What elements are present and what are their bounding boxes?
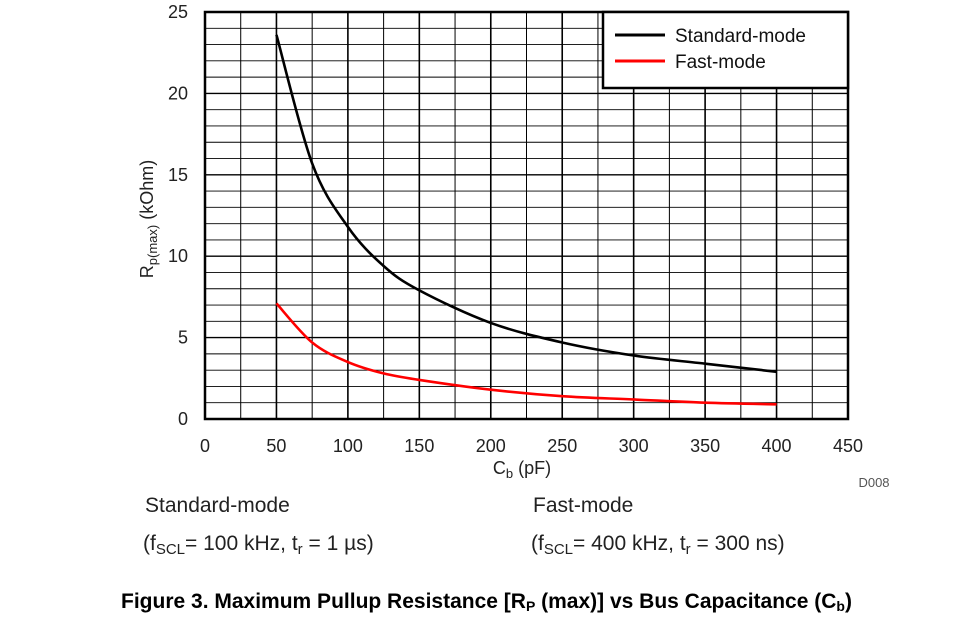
- legend-box: [601, 10, 850, 90]
- series-line-standard-mode: [275, 34, 777, 374]
- legend: Standard-mode Fast-mode: [601, 10, 850, 90]
- figure-code: D008: [858, 475, 889, 490]
- x-tick-label: 200: [476, 436, 506, 456]
- standard-mode-conditions: (fSCL= 100 kHz, tr = 1 µs): [143, 532, 374, 558]
- x-tick-labels: 0 50 100 150 200 250 300 350 400 450: [200, 436, 863, 456]
- x-tick-label: 450: [833, 436, 863, 456]
- y-tick-label: 15: [168, 165, 188, 185]
- legend-label-fast-mode: Fast-mode: [675, 52, 766, 73]
- legend-label-standard-mode: Standard-mode: [675, 26, 806, 47]
- y-tick-label: 10: [168, 246, 188, 266]
- y-tick-labels: 0 5 10 15 20 25: [168, 2, 188, 429]
- x-tick-label: 350: [690, 436, 720, 456]
- figure-caption: Figure 3. Maximum Pullup Resistance [RP …: [121, 590, 852, 614]
- x-tick-label: 0: [200, 436, 210, 456]
- y-axis-title: Rp(max) (kOhm): [137, 160, 160, 278]
- chart: 0 50 100 150 200 250 300 350 400 450 0 5 10 15 20 25 S…: [137, 2, 890, 490]
- x-tick-label: 300: [619, 436, 649, 456]
- x-tick-label: 150: [404, 436, 434, 456]
- fast-mode-conditions: (fSCL= 400 kHz, tr = 300 ns): [531, 532, 785, 558]
- series-layer: [275, 34, 777, 406]
- standard-mode-title: Standard-mode: [145, 494, 290, 517]
- x-tick-label: 50: [266, 436, 286, 456]
- y-tick-label: 0: [178, 409, 188, 429]
- x-axis-title: Cb (pF): [493, 458, 551, 481]
- y-tick-label: 25: [168, 2, 188, 22]
- x-tick-label: 100: [333, 436, 363, 456]
- y-tick-label: 5: [178, 328, 188, 348]
- x-tick-label: 400: [762, 436, 792, 456]
- series-line-fast-mode: [275, 302, 777, 406]
- plot-frame: [203, 10, 850, 421]
- y-tick-label: 20: [168, 83, 188, 103]
- x-tick-label: 250: [547, 436, 577, 456]
- fast-mode-title: Fast-mode: [533, 494, 634, 517]
